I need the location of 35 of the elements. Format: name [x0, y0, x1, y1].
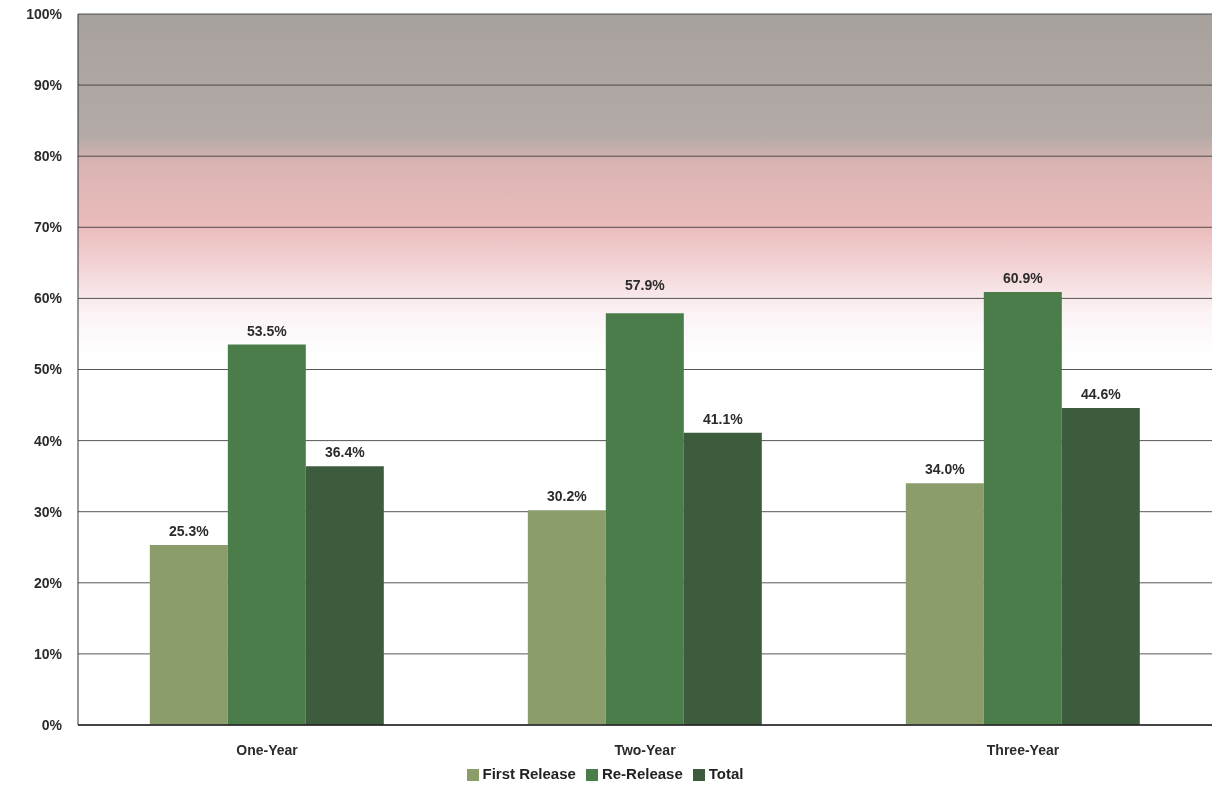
data-label: 60.9%: [1002, 270, 1044, 286]
bar: [905, 483, 984, 725]
data-label: 53.5%: [246, 322, 288, 339]
x-tick-label: Three-Year: [986, 741, 1060, 758]
bar: [149, 545, 228, 725]
bar: [983, 292, 1062, 725]
bar: [683, 432, 762, 725]
y-tick-label: 40%: [33, 432, 63, 449]
data-label: 36.4%: [324, 444, 366, 461]
legend-label: Total: [708, 765, 744, 782]
y-tick-label: 20%: [33, 574, 63, 591]
y-tick-label: 60%: [33, 290, 63, 307]
y-tick-label: 90%: [33, 77, 63, 94]
data-label: 41.1%: [702, 410, 744, 427]
y-tick-label: 80%: [33, 148, 63, 165]
bar: [305, 466, 384, 725]
data-label: 25.3%: [168, 523, 210, 540]
y-tick-label: 100%: [26, 5, 63, 22]
data-label: 30.2%: [546, 488, 588, 505]
data-label: 44.6%: [1080, 385, 1122, 402]
legend-label: Re-Release: [601, 765, 683, 782]
bar: [1061, 407, 1140, 725]
data-label: 34.0%: [924, 461, 966, 478]
y-tick-label: 50%: [33, 361, 63, 378]
y-tick-label: 70%: [33, 219, 63, 236]
data-label: 57.9%: [624, 277, 666, 294]
bar: [527, 510, 606, 725]
legend-label: First Release: [482, 765, 576, 782]
x-tick-label: One-Year: [236, 741, 299, 758]
y-tick-label: 30%: [33, 503, 63, 520]
y-tick-label: 0%: [41, 716, 63, 733]
bar: [227, 344, 306, 725]
y-tick-label: 10%: [33, 645, 63, 662]
x-tick-label: Two-Year: [614, 741, 677, 758]
bar: [605, 313, 684, 725]
